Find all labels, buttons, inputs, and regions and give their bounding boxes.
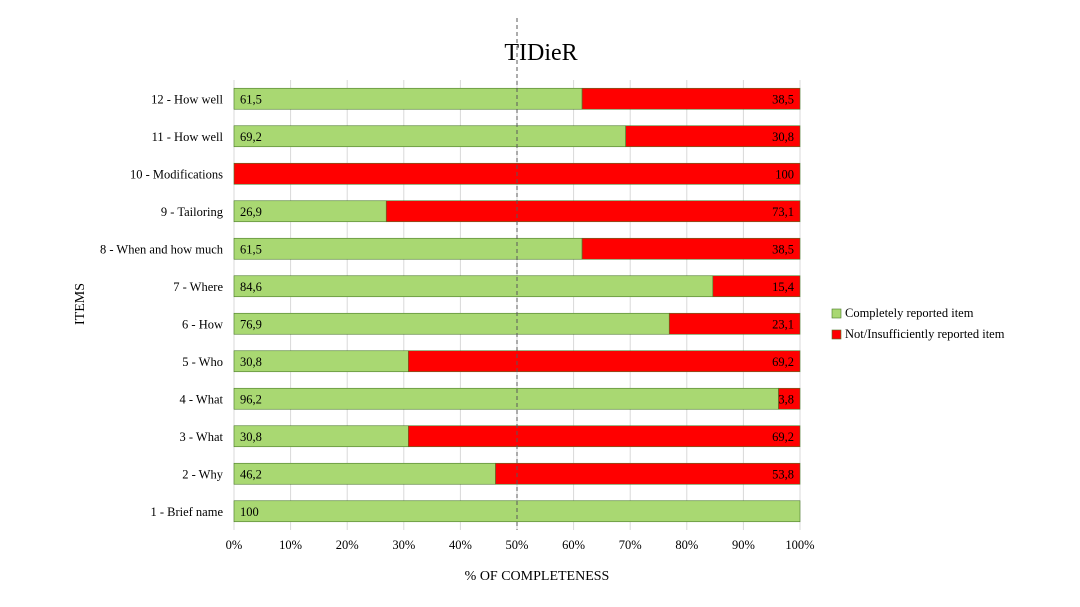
bar-segment xyxy=(385,200,801,223)
x-axis-label: % OF COMPLETENESS xyxy=(465,569,610,584)
data-label: 53,8 xyxy=(772,467,794,481)
bar-segment xyxy=(408,350,801,373)
bar-segment xyxy=(712,275,801,298)
bar-segment xyxy=(233,462,496,485)
bar-segment xyxy=(233,125,626,148)
bar-segment xyxy=(625,125,801,148)
x-tick-label: 40% xyxy=(449,538,472,552)
data-label: 26,9 xyxy=(240,205,262,219)
data-label: 38,5 xyxy=(772,242,794,256)
data-label: 100 xyxy=(775,167,794,181)
x-tick-label: 20% xyxy=(336,538,359,552)
x-tick-label: 30% xyxy=(392,538,415,552)
category-label: 11 - How well xyxy=(152,130,224,144)
bar-segment xyxy=(581,237,801,260)
bar-segment xyxy=(581,87,801,110)
data-label: 61,5 xyxy=(240,92,262,106)
bar-segment xyxy=(233,387,779,410)
bar-segment xyxy=(233,275,714,298)
category-label: 3 - What xyxy=(179,430,223,444)
data-label: 30,8 xyxy=(240,430,262,444)
category-label: 10 - Modifications xyxy=(130,167,223,181)
data-label: 69,2 xyxy=(772,355,794,369)
data-label: 3,8 xyxy=(778,392,794,406)
x-tick-label: 90% xyxy=(732,538,755,552)
chart-title: TIDieR xyxy=(504,40,577,66)
x-tick-label: 100% xyxy=(785,538,814,552)
category-label: 2 - Why xyxy=(182,467,223,481)
x-tick-label: 70% xyxy=(619,538,642,552)
legend-swatch xyxy=(831,329,842,340)
x-tick-label: 10% xyxy=(279,538,302,552)
data-label: 76,9 xyxy=(240,317,262,331)
category-label: 7 - Where xyxy=(173,280,223,294)
data-label: 96,2 xyxy=(240,392,262,406)
bar-segment xyxy=(495,462,801,485)
data-label: 84,6 xyxy=(240,280,262,294)
x-tick-label: 0% xyxy=(226,538,243,552)
category-label: 8 - When and how much xyxy=(100,242,224,256)
category-label: 9 - Tailoring xyxy=(161,205,224,219)
data-label: 100 xyxy=(240,505,259,519)
legend-label: Completely reported item xyxy=(845,306,974,320)
data-label: 30,8 xyxy=(240,355,262,369)
data-label: 15,4 xyxy=(772,280,795,294)
bar-segment xyxy=(233,87,583,110)
legend-swatch xyxy=(831,308,842,319)
data-label: 73,1 xyxy=(772,205,794,219)
category-label: 5 - Who xyxy=(182,355,223,369)
x-tick-label: 50% xyxy=(506,538,529,552)
category-label: 12 - How well xyxy=(151,92,223,106)
data-label: 61,5 xyxy=(240,242,262,256)
bar-segment xyxy=(233,237,583,260)
bar-segment xyxy=(668,312,801,335)
category-label: 4 - What xyxy=(179,392,223,406)
data-label: 46,2 xyxy=(240,467,262,481)
category-label: 6 - How xyxy=(182,317,223,331)
data-label: 23,1 xyxy=(772,317,794,331)
bars: 100 46,2 53,8 30,8 69,2 96,2 3,8 30,8 69,2 76,9 23… xyxy=(233,87,801,523)
x-tick-label: 60% xyxy=(562,538,585,552)
y-axis-label: ITEMS xyxy=(73,283,88,325)
x-tick-labels: 0% 10% 20% 30% 40% 50% 60% 70% 80% 90% 100% xyxy=(226,538,815,552)
bar-segment xyxy=(233,312,670,335)
data-label: 38,5 xyxy=(772,92,794,106)
data-label: 69,2 xyxy=(772,430,794,444)
bar-segment xyxy=(778,387,801,410)
legend-label: Not/Insufficiently reported item xyxy=(845,327,1005,341)
bar-segment xyxy=(408,425,801,448)
legend: Completely reported item Not/Insufficient… xyxy=(831,306,1005,341)
category-labels: 1 - Brief name 2 - Why 3 - What 4 - What 5 -… xyxy=(100,92,224,519)
data-label: 30,8 xyxy=(772,130,794,144)
category-label: 1 - Brief name xyxy=(150,505,223,519)
data-label: 69,2 xyxy=(240,130,262,144)
x-tick-label: 80% xyxy=(675,538,698,552)
